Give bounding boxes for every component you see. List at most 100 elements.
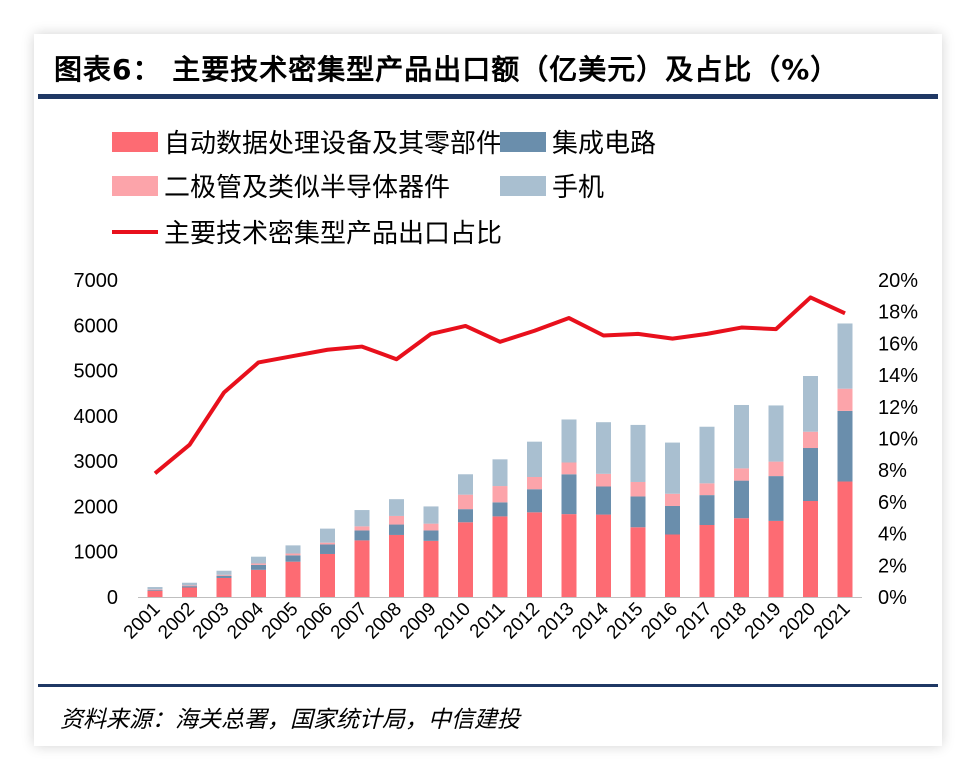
left-tick-label: 1000 [74,542,119,564]
left-tick-label: 5000 [74,361,119,383]
x-tick-label: 2021 [810,599,855,644]
right-tick-label: 4% [878,524,907,546]
bar-2002-series-4 [182,582,197,586]
bar-2003-series-4 [216,570,232,575]
x-tick-label: 2018 [706,599,751,644]
left-tick-label: 2000 [74,496,119,518]
right-axis: 0% 2% 4% 6% 8% 10% 12% 14% 16% 18% 20% [878,270,918,609]
bar-2014-series-1 [596,514,611,597]
x-tick-label: 2006 [292,599,337,644]
bar-2017-series-4 [699,426,715,484]
bar-2009-series-2 [423,530,439,541]
x-tick-label: 2016 [637,599,682,644]
bar-2004-series-4 [251,556,266,564]
bars [147,323,853,597]
bar-2014-series-4 [596,422,611,474]
ratio-line [153,295,846,475]
bar-2017-series-2 [699,495,715,525]
bar-2012-series-3 [527,476,542,490]
x-tick-label: 2017 [672,599,717,644]
bar-2007-series-2 [354,530,370,541]
x-tick-label: 2014 [568,598,613,643]
figure-title: 图表6： 主要技术密集型产品出口额（亿美元）及占比（%） [54,53,840,86]
legend-label-1: 自动数据处理设备及其零部件 [164,128,502,158]
right-tick-label: 20% [878,270,918,292]
right-tick-label: 16% [878,333,918,355]
bar-2016-series-1 [665,534,680,597]
bar-2015-series-1 [630,527,646,597]
bar-2017-series-1 [699,524,715,597]
bar-2010-series-3 [458,494,473,510]
x-tick-label: 2020 [775,599,820,644]
x-tick-label: 2002 [154,599,199,644]
bar-2009-series-3 [423,523,439,531]
x-tick-label: 2005 [258,599,303,644]
bar-2002-series-3 [182,585,197,587]
bar-2012-series-2 [527,489,542,513]
bar-2005-series-2 [285,555,301,562]
bar-2010-series-1 [458,522,473,597]
legend-swatch-4 [500,176,546,196]
bar-2013-series-4 [561,419,577,463]
right-tick-label: 8% [878,460,907,482]
x-tick-label: 2009 [396,599,441,644]
bar-2005-series-4 [285,545,301,554]
bar-2020-series-3 [803,431,818,449]
bar-2021-series-1 [837,481,853,597]
bar-2008-series-4 [389,499,404,516]
bar-2020-series-2 [803,448,818,501]
x-tick-label: 2003 [189,599,234,644]
bar-2015-series-2 [630,496,646,528]
bar-2004-series-3 [251,563,266,565]
bar-2011-series-4 [492,459,508,487]
bar-2010-series-2 [458,509,473,523]
legend-label-line: 主要技术密集型产品出口占比 [164,218,502,248]
x-tick-label: 2010 [430,599,475,644]
bar-2006-series-2 [320,544,335,554]
bar-2016-series-2 [665,505,680,535]
legend-swatch-2 [500,132,546,152]
bar-2011-series-1 [492,516,508,597]
bar-2014-series-3 [596,473,611,487]
bar-2006-series-1 [320,553,335,597]
legend-swatch-3 [112,176,158,196]
bar-2007-series-1 [354,540,370,597]
bar-2011-series-3 [492,486,508,503]
bar-2005-series-1 [285,561,301,597]
left-tick-label: 4000 [74,406,119,428]
ratio-line-path [153,295,846,475]
bar-2008-series-3 [389,515,404,525]
bar-2015-series-3 [630,481,646,497]
right-tick-label: 6% [878,492,907,514]
bar-2013-series-2 [561,474,577,515]
legend-swatch-1 [112,132,158,152]
bar-2021-series-3 [837,388,853,411]
bar-2008-series-2 [389,524,404,535]
bar-2003-series-3 [216,574,232,576]
bar-2014-series-2 [596,486,611,515]
bar-2021-series-2 [837,410,853,482]
bar-2003-series-1 [216,577,232,597]
bar-2010-series-4 [458,474,473,495]
bar-2007-series-4 [354,510,370,527]
left-tick-label: 6000 [74,315,119,337]
bar-2002-series-1 [182,587,197,597]
right-tick-label: 18% [878,302,918,324]
bar-2008-series-1 [389,534,404,597]
bar-2018-series-4 [734,404,749,469]
left-axis: 0 1000 2000 3000 4000 5000 6000 7000 [74,270,119,609]
bar-2001-series-4 [147,587,163,590]
x-tick-label: 2001 [120,599,165,644]
x-tick-label: 2012 [499,599,544,644]
bar-2013-series-3 [561,462,577,475]
x-tick-label: 2015 [603,599,648,644]
x-tick-label: 2004 [223,598,268,643]
legend-label-2: 集成电路 [552,128,656,158]
right-tick-label: 12% [878,397,918,419]
right-tick-label: 0% [878,587,907,609]
bar-2009-series-4 [423,506,439,524]
x-tick-label: 2019 [741,599,786,644]
bar-2001-series-2 [147,589,163,591]
